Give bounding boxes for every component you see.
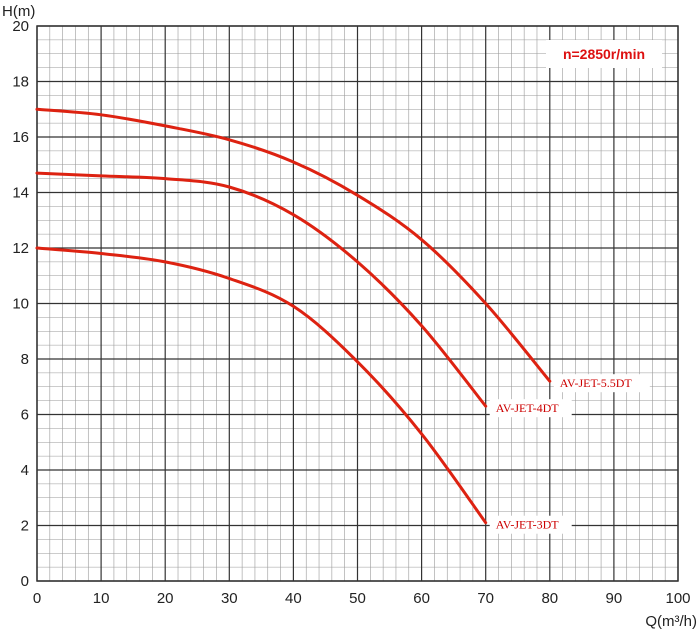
y-tick-label: 20 xyxy=(12,18,29,35)
series-label-background xyxy=(489,515,572,534)
series-label: AV-JET-3DT xyxy=(496,518,560,532)
x-tick-label: 100 xyxy=(665,590,690,607)
y-tick-label: 14 xyxy=(12,185,29,202)
series-label-background xyxy=(553,374,650,393)
x-axis-title: Q(m³/h) xyxy=(645,613,697,630)
x-tick-label: 0 xyxy=(33,590,41,607)
x-tick-labels: 0 10 20 30 40 50 60 70 80 90 100 xyxy=(33,590,691,607)
x-tick-label: 50 xyxy=(349,590,366,607)
x-tick-label: 60 xyxy=(413,590,430,607)
series-label-background xyxy=(489,399,572,418)
y-tick-label: 8 xyxy=(21,351,29,368)
y-tick-label: 10 xyxy=(12,296,29,313)
series-line xyxy=(35,171,488,408)
x-tick-label: 20 xyxy=(157,590,174,607)
y-axis-title: H(m) xyxy=(2,3,35,20)
y-tick-label: 12 xyxy=(12,240,29,257)
y-tick-label: 4 xyxy=(21,462,29,479)
y-tick-label: 16 xyxy=(12,129,29,146)
series-label: AV-JET-5.5DT xyxy=(560,376,633,390)
plot-frame xyxy=(36,25,679,582)
y-tick-label: 0 xyxy=(21,573,29,590)
x-tick-label: 30 xyxy=(221,590,238,607)
x-tick-label: 40 xyxy=(285,590,302,607)
annotation-background xyxy=(546,40,662,68)
x-tick-label: 10 xyxy=(93,590,110,607)
speed-annotation: n=2850r/min xyxy=(563,46,645,62)
series-lines xyxy=(35,107,552,525)
y-tick-label: 2 xyxy=(21,518,29,535)
series-label: AV-JET-4DT xyxy=(496,401,560,415)
series-line xyxy=(35,107,552,383)
x-tick-label: 90 xyxy=(606,590,623,607)
y-tick-label: 18 xyxy=(12,74,29,91)
series-line xyxy=(35,246,488,525)
y-tick-labels: 0 2 4 6 8 10 12 14 16 18 20 xyxy=(12,18,29,590)
y-tick-label: 6 xyxy=(21,407,29,424)
x-tick-label: 80 xyxy=(541,590,558,607)
x-tick-label: 70 xyxy=(477,590,494,607)
